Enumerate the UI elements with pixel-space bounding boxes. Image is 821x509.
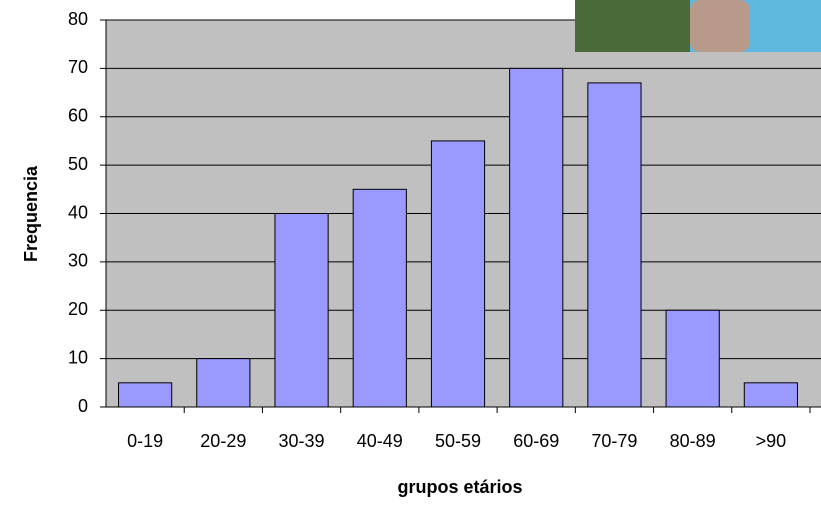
x-tick-label: 70-79 xyxy=(591,431,637,451)
y-tick-label: 70 xyxy=(68,57,88,77)
y-axis-label: Frequencia xyxy=(21,165,41,262)
x-tick-label: 20-29 xyxy=(200,431,246,451)
x-tick-label: 0-19 xyxy=(127,431,163,451)
x-tick-label: 60-69 xyxy=(513,431,559,451)
x-tick-label: 30-39 xyxy=(279,431,325,451)
bar xyxy=(275,214,328,408)
x-tick-label: 40-49 xyxy=(357,431,403,451)
y-tick-label: 30 xyxy=(68,251,88,271)
y-tick-label: 20 xyxy=(68,299,88,319)
y-tick-label: 0 xyxy=(78,396,88,416)
x-tick-label: 50-59 xyxy=(435,431,481,451)
y-tick-label: 80 xyxy=(68,9,88,29)
y-tick-label: 10 xyxy=(68,347,88,367)
bar xyxy=(353,189,406,407)
bar xyxy=(666,310,719,407)
photo-urn xyxy=(690,0,750,52)
x-axis-label: grupos etários xyxy=(397,477,522,497)
bar xyxy=(431,141,484,407)
bar xyxy=(588,83,641,407)
photo xyxy=(575,0,821,52)
bar xyxy=(119,383,172,407)
y-tick-label: 50 xyxy=(68,154,88,174)
bar xyxy=(744,383,797,407)
page: grupos etários Frequencia 0 10 20 30 40 50 60 7… xyxy=(0,0,821,509)
x-tick-label: >90 xyxy=(756,431,787,451)
bar xyxy=(197,359,250,407)
y-tick-label: 60 xyxy=(68,106,88,126)
bar xyxy=(510,68,563,407)
x-tick-label: 80-89 xyxy=(670,431,716,451)
y-tick-label: 40 xyxy=(68,202,88,222)
chart: grupos etários Frequencia 0 10 20 30 40 50 60 7… xyxy=(0,0,821,509)
